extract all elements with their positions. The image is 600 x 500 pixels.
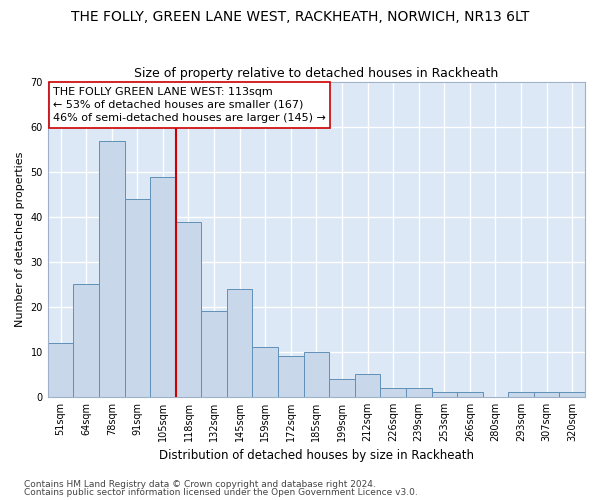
Title: Size of property relative to detached houses in Rackheath: Size of property relative to detached ho… — [134, 66, 499, 80]
Bar — [457, 392, 482, 397]
Text: THE FOLLY, GREEN LANE WEST, RACKHEATH, NORWICH, NR13 6LT: THE FOLLY, GREEN LANE WEST, RACKHEATH, N… — [71, 10, 529, 24]
Bar — [201, 312, 227, 397]
Bar — [278, 356, 304, 397]
Bar — [380, 388, 406, 397]
Bar — [406, 388, 431, 397]
Bar — [329, 379, 355, 397]
Y-axis label: Number of detached properties: Number of detached properties — [15, 152, 25, 327]
Bar — [125, 199, 150, 397]
Text: Contains public sector information licensed under the Open Government Licence v3: Contains public sector information licen… — [24, 488, 418, 497]
Bar — [304, 352, 329, 397]
Text: Contains HM Land Registry data © Crown copyright and database right 2024.: Contains HM Land Registry data © Crown c… — [24, 480, 376, 489]
Bar — [176, 222, 201, 397]
Bar — [355, 374, 380, 397]
Bar — [73, 284, 99, 397]
Bar — [508, 392, 534, 397]
Bar — [253, 348, 278, 397]
Bar — [150, 176, 176, 397]
Bar — [534, 392, 559, 397]
Bar — [227, 289, 253, 397]
Bar — [48, 343, 73, 397]
X-axis label: Distribution of detached houses by size in Rackheath: Distribution of detached houses by size … — [159, 450, 474, 462]
Text: THE FOLLY GREEN LANE WEST: 113sqm
← 53% of detached houses are smaller (167)
46%: THE FOLLY GREEN LANE WEST: 113sqm ← 53% … — [53, 87, 326, 123]
Bar — [99, 140, 125, 397]
Bar — [559, 392, 585, 397]
Bar — [431, 392, 457, 397]
